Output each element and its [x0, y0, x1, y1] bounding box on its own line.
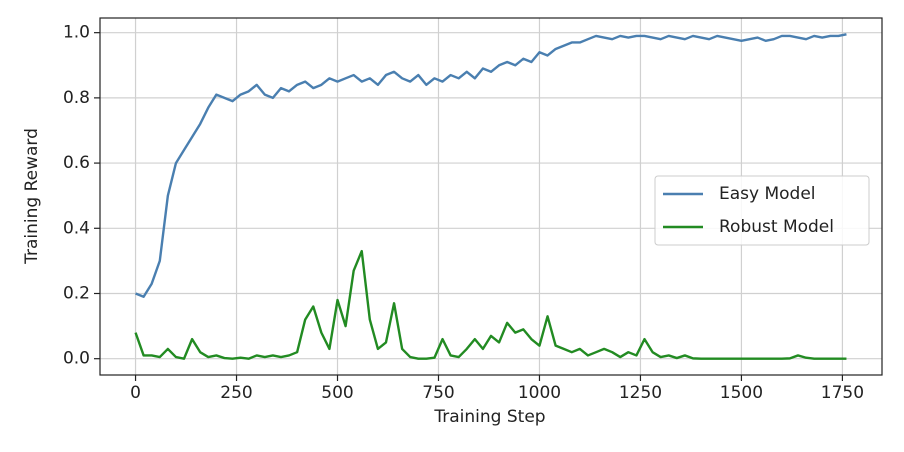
y-tick-label: 1.0 — [63, 23, 90, 43]
x-tick-label: 500 — [321, 383, 353, 403]
x-tick-label: 750 — [422, 383, 454, 403]
x-tick-label: 1750 — [821, 383, 864, 403]
x-tick-label: 1250 — [619, 383, 662, 403]
legend-box — [654, 175, 870, 246]
x-axis-label: Training Step — [433, 407, 545, 427]
y-tick-label: 0.0 — [63, 349, 90, 369]
data-line — [135, 33, 847, 298]
x-tick-label: 1500 — [720, 383, 763, 403]
y-tick-label: 0.2 — [63, 283, 90, 303]
y-tick-label: 0.4 — [63, 218, 90, 238]
plot-frame — [99, 17, 883, 376]
y-axis-label: Training Reward — [22, 128, 42, 265]
x-tick-label: 0 — [130, 383, 141, 403]
x-tick-label: 1000 — [518, 383, 561, 403]
x-tick-label: 250 — [220, 383, 252, 403]
y-tick-label: 0.6 — [63, 153, 90, 173]
legend-label: Easy Model — [719, 184, 816, 204]
legend-label: Robust Model — [719, 217, 834, 237]
data-line — [134, 249, 847, 360]
y-tick-label: 0.8 — [63, 88, 90, 108]
legend: Easy Model Robust Model — [654, 175, 870, 246]
